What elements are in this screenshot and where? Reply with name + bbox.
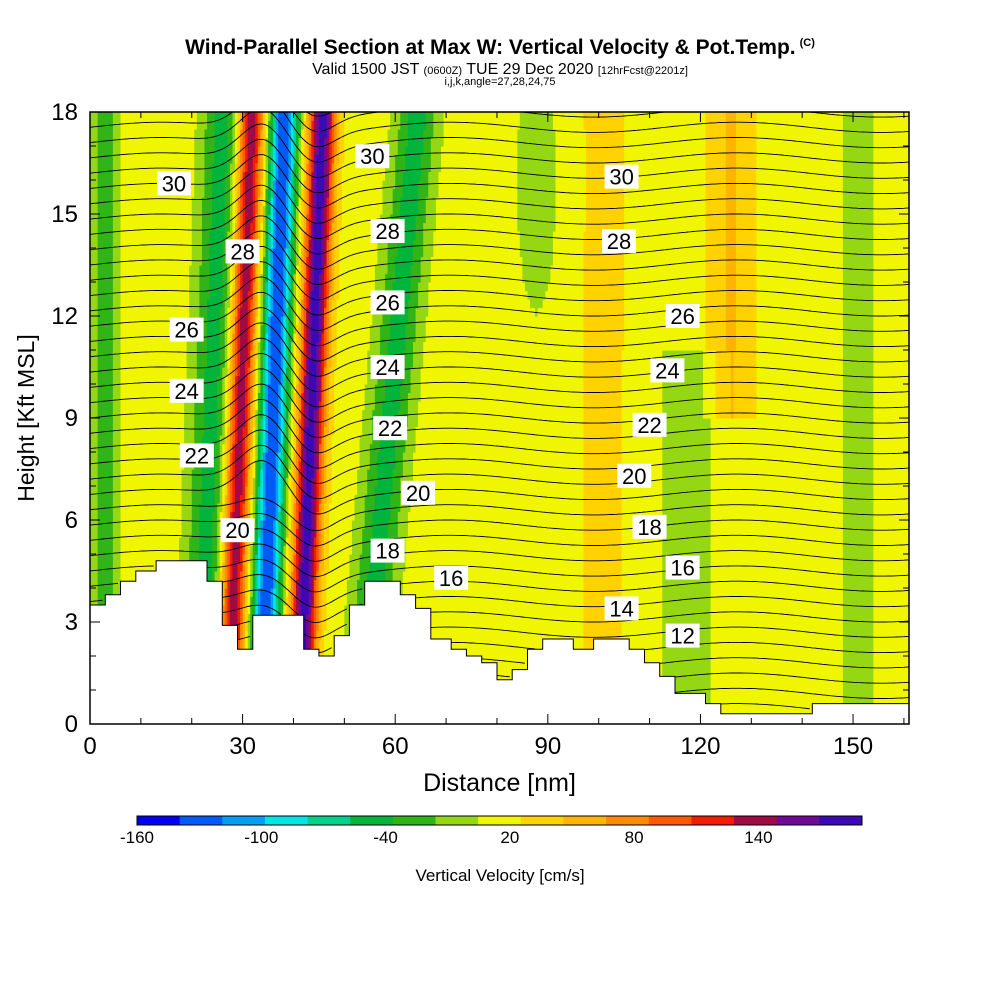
cross-section-chart: 3030302828 282626262424 242222 222020201818… xyxy=(0,0,1000,1000)
